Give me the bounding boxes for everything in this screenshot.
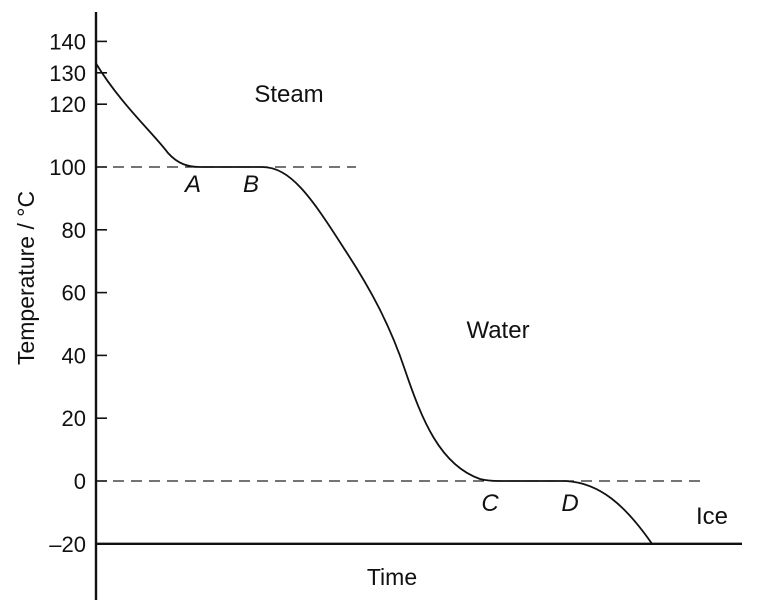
reference-lines <box>113 166 705 482</box>
y-axis-label: Temperature / °C <box>13 191 39 365</box>
region-label-steam: Steam <box>254 81 323 108</box>
segment-ice-cooling <box>565 480 653 545</box>
y-tick-label: 20 <box>62 406 86 431</box>
point-label-d: D <box>561 490 578 517</box>
y-tick-label: 100 <box>49 155 86 180</box>
region-label-ice: Ice <box>696 503 728 530</box>
point-label-b: B <box>243 171 259 198</box>
y-tick-label: 0 <box>74 469 86 494</box>
point-label-c: C <box>481 490 499 517</box>
y-tick-label: –20 <box>49 532 86 557</box>
y-tick-label: 60 <box>62 281 86 306</box>
y-tick-label: 40 <box>62 343 86 368</box>
region-label-water: Water <box>466 317 529 344</box>
y-tick-label: 140 <box>49 29 86 54</box>
y-tick-label: 120 <box>49 92 86 117</box>
y-axis-ticks: –20 0 20 40 60 80 100 120 130 140 <box>49 29 107 557</box>
cooling-curve <box>95 62 653 545</box>
segment-steam-cooling <box>95 62 201 168</box>
x-axis-label: Time <box>367 564 417 590</box>
y-tick-label: 80 <box>62 218 86 243</box>
point-label-a: A <box>183 171 201 198</box>
y-tick-label: 130 <box>49 61 86 86</box>
segment-water-cooling <box>261 166 501 482</box>
axes <box>94 12 742 600</box>
